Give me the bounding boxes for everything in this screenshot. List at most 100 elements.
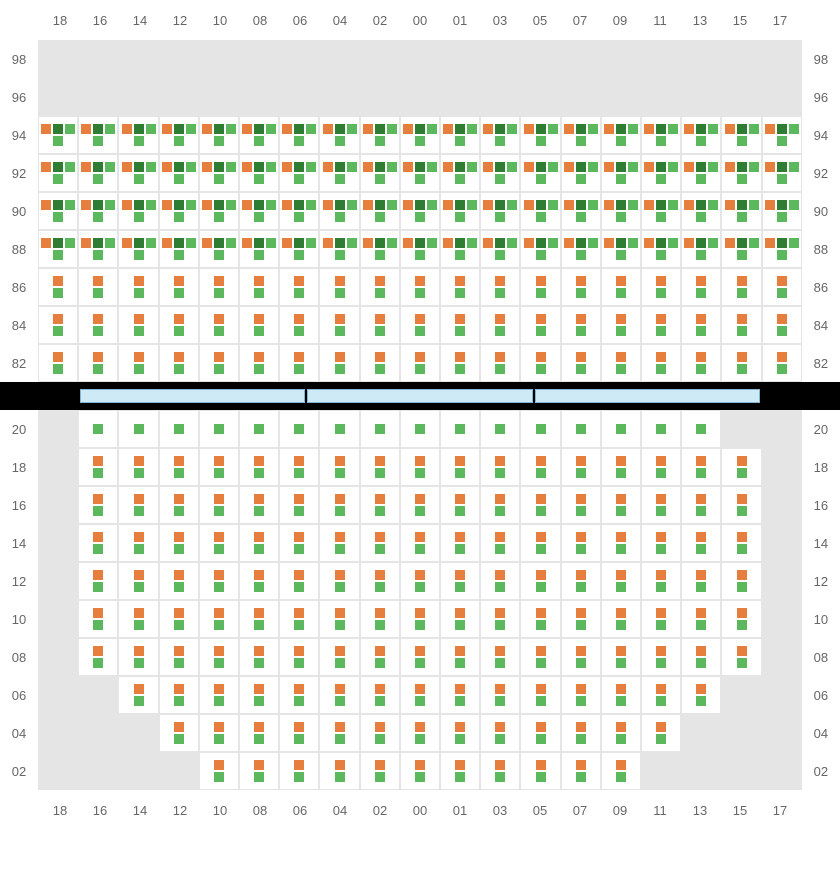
- cell[interactable]: [279, 600, 319, 638]
- cell[interactable]: [440, 676, 480, 714]
- cell[interactable]: [360, 638, 400, 676]
- cell[interactable]: [440, 638, 480, 676]
- cell[interactable]: [78, 154, 118, 192]
- cell[interactable]: [762, 486, 802, 524]
- cell[interactable]: [159, 40, 199, 78]
- cell[interactable]: [681, 192, 721, 230]
- cell[interactable]: [641, 192, 681, 230]
- cell[interactable]: [601, 676, 641, 714]
- cell[interactable]: [78, 638, 118, 676]
- cell[interactable]: [279, 230, 319, 268]
- cell[interactable]: [641, 116, 681, 154]
- cell[interactable]: [641, 154, 681, 192]
- cell[interactable]: [721, 448, 761, 486]
- cell[interactable]: [279, 78, 319, 116]
- cell[interactable]: [601, 562, 641, 600]
- cell[interactable]: [239, 676, 279, 714]
- cell[interactable]: [159, 344, 199, 382]
- cell[interactable]: [641, 306, 681, 344]
- cell[interactable]: [319, 410, 359, 448]
- cell[interactable]: [38, 40, 78, 78]
- cell[interactable]: [601, 714, 641, 752]
- cell[interactable]: [239, 600, 279, 638]
- cell[interactable]: [279, 40, 319, 78]
- cell[interactable]: [400, 116, 440, 154]
- cell[interactable]: [319, 638, 359, 676]
- cell[interactable]: [239, 268, 279, 306]
- cell[interactable]: [239, 344, 279, 382]
- cell[interactable]: [681, 268, 721, 306]
- cell[interactable]: [601, 154, 641, 192]
- cell[interactable]: [561, 676, 601, 714]
- cell[interactable]: [118, 344, 158, 382]
- cell[interactable]: [159, 524, 199, 562]
- cell[interactable]: [159, 600, 199, 638]
- cell[interactable]: [38, 268, 78, 306]
- cell[interactable]: [38, 154, 78, 192]
- cell[interactable]: [561, 154, 601, 192]
- cell[interactable]: [400, 410, 440, 448]
- cell[interactable]: [279, 448, 319, 486]
- cell[interactable]: [360, 486, 400, 524]
- cell[interactable]: [360, 448, 400, 486]
- cell[interactable]: [641, 448, 681, 486]
- cell[interactable]: [762, 268, 802, 306]
- cell[interactable]: [561, 486, 601, 524]
- cell[interactable]: [601, 192, 641, 230]
- cell[interactable]: [480, 448, 520, 486]
- cell[interactable]: [520, 638, 560, 676]
- cell[interactable]: [38, 524, 78, 562]
- cell[interactable]: [561, 524, 601, 562]
- cell[interactable]: [440, 154, 480, 192]
- cell[interactable]: [721, 600, 761, 638]
- cell[interactable]: [721, 344, 761, 382]
- cell[interactable]: [440, 562, 480, 600]
- cell[interactable]: [159, 562, 199, 600]
- cell[interactable]: [440, 448, 480, 486]
- cell[interactable]: [360, 192, 400, 230]
- cell[interactable]: [520, 78, 560, 116]
- cell[interactable]: [721, 116, 761, 154]
- cell[interactable]: [199, 600, 239, 638]
- cell[interactable]: [762, 448, 802, 486]
- cell[interactable]: [681, 230, 721, 268]
- cell[interactable]: [480, 410, 520, 448]
- cell[interactable]: [400, 562, 440, 600]
- cell[interactable]: [681, 714, 721, 752]
- cell[interactable]: [641, 638, 681, 676]
- cell[interactable]: [319, 116, 359, 154]
- cell[interactable]: [400, 638, 440, 676]
- cell[interactable]: [721, 40, 761, 78]
- cell[interactable]: [480, 638, 520, 676]
- cell[interactable]: [239, 230, 279, 268]
- cell[interactable]: [199, 344, 239, 382]
- cell[interactable]: [601, 344, 641, 382]
- cell[interactable]: [721, 410, 761, 448]
- cell[interactable]: [400, 676, 440, 714]
- cell[interactable]: [319, 448, 359, 486]
- cell[interactable]: [721, 752, 761, 790]
- cell[interactable]: [38, 230, 78, 268]
- cell[interactable]: [78, 486, 118, 524]
- cell[interactable]: [319, 78, 359, 116]
- cell[interactable]: [641, 752, 681, 790]
- cell[interactable]: [118, 524, 158, 562]
- cell[interactable]: [400, 230, 440, 268]
- cell[interactable]: [721, 638, 761, 676]
- cell[interactable]: [38, 192, 78, 230]
- cell[interactable]: [199, 116, 239, 154]
- cell[interactable]: [480, 116, 520, 154]
- cell[interactable]: [239, 306, 279, 344]
- cell[interactable]: [400, 268, 440, 306]
- cell[interactable]: [480, 40, 520, 78]
- cell[interactable]: [279, 524, 319, 562]
- cell[interactable]: [279, 714, 319, 752]
- cell[interactable]: [440, 714, 480, 752]
- cell[interactable]: [319, 600, 359, 638]
- cell[interactable]: [319, 562, 359, 600]
- cell[interactable]: [561, 306, 601, 344]
- cell[interactable]: [641, 410, 681, 448]
- cell[interactable]: [520, 116, 560, 154]
- cell[interactable]: [319, 306, 359, 344]
- cell[interactable]: [239, 562, 279, 600]
